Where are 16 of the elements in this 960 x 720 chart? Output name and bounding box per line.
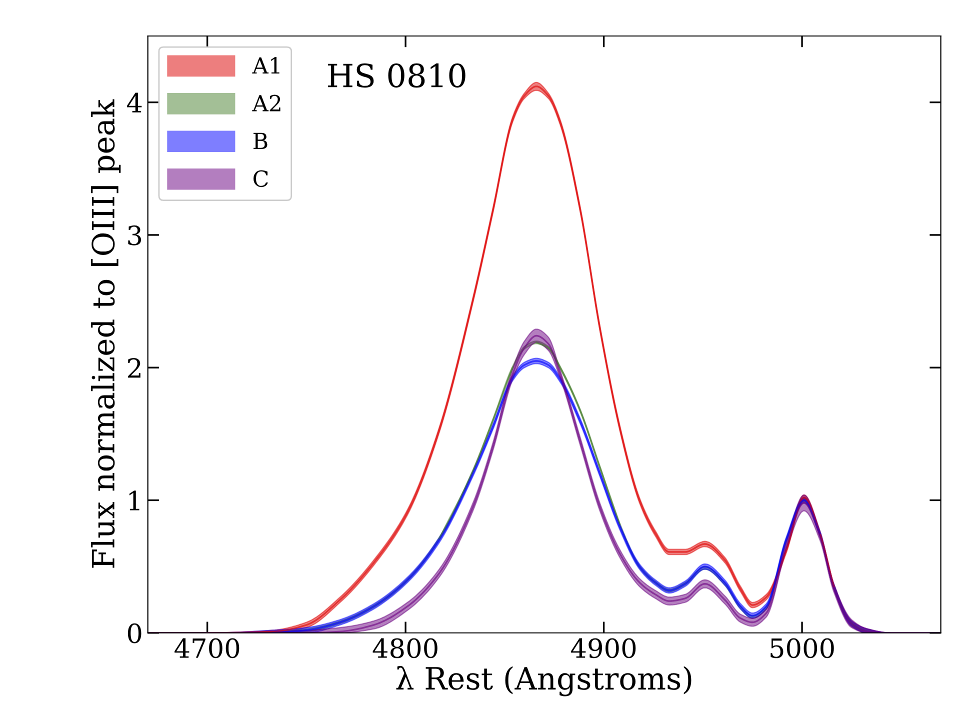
legend-label: B bbox=[254, 132, 268, 150]
y-tick-label: 2 bbox=[128, 358, 140, 378]
legend-label: C bbox=[254, 170, 268, 188]
x-tick-label: 5000 bbox=[770, 638, 834, 658]
y-tick-label: 3 bbox=[128, 225, 142, 246]
x-tick-label: 4900 bbox=[571, 638, 636, 658]
annotation: HS 0810 bbox=[328, 63, 466, 88]
y-tick-label: 4 bbox=[127, 92, 142, 112]
y-axis-title: Flux normalized to [OIII] peak bbox=[91, 99, 121, 568]
x-tick-label: 4800 bbox=[372, 638, 438, 658]
legend-label: A2 bbox=[252, 94, 280, 112]
legend-label: A1 bbox=[252, 57, 280, 74]
x-axis-title: λ Rest (Angstroms) bbox=[396, 666, 692, 696]
x-tick-label: 4700 bbox=[174, 638, 240, 658]
y-tick-label: 1 bbox=[129, 490, 140, 510]
y-tick-label: 0 bbox=[128, 623, 142, 644]
